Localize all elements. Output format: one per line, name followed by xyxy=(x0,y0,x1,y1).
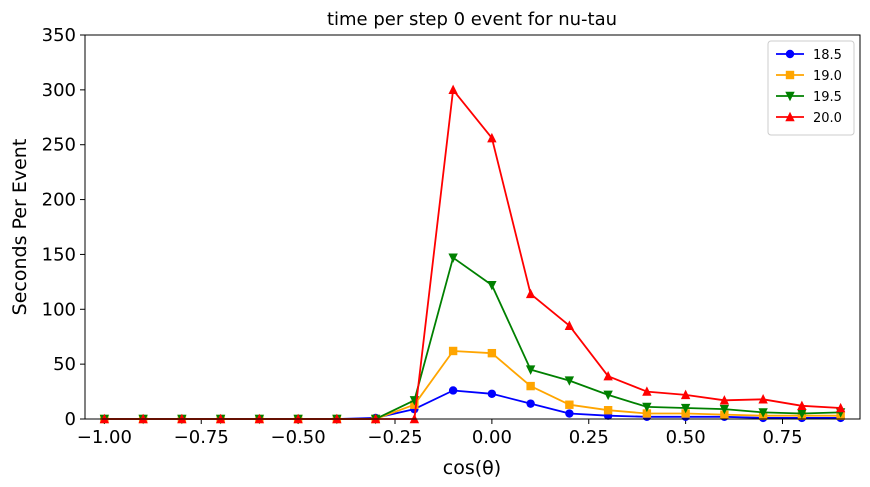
legend-swatch-marker xyxy=(785,111,795,122)
data-point xyxy=(758,408,768,418)
data-point xyxy=(797,409,807,419)
data-point xyxy=(680,389,691,400)
y-tick-label: 150 xyxy=(42,244,76,265)
data-point xyxy=(448,84,458,95)
series-19.5 xyxy=(99,253,846,425)
y-tick-label: 200 xyxy=(42,190,76,211)
data-series xyxy=(99,84,846,425)
data-point xyxy=(719,395,730,405)
y-tick-label: 50 xyxy=(53,354,76,375)
x-tick-label: −0.25 xyxy=(367,427,422,448)
x-tick-label: −1.00 xyxy=(77,427,132,448)
data-point xyxy=(564,320,575,330)
y-tick-label: 350 xyxy=(42,25,76,46)
data-point xyxy=(603,406,613,415)
data-point xyxy=(603,371,613,381)
legend-swatch-marker xyxy=(785,49,795,59)
legend-label: 20.0 xyxy=(813,111,842,126)
legend-swatch-marker xyxy=(785,70,795,80)
data-point xyxy=(526,399,535,408)
data-point xyxy=(797,400,807,411)
data-point xyxy=(565,409,574,418)
legend-label: 19.5 xyxy=(813,90,842,105)
y-tick-label: 300 xyxy=(42,80,76,101)
series-line xyxy=(104,256,841,420)
x-tick-label: 0.75 xyxy=(762,427,802,448)
y-tick-label: 0 xyxy=(65,409,76,430)
plot-frame xyxy=(84,34,861,420)
data-point xyxy=(525,288,536,299)
data-point xyxy=(642,402,652,413)
series-19.0 xyxy=(100,346,845,424)
data-point xyxy=(719,404,730,415)
data-point xyxy=(526,381,535,391)
x-tick-label: −0.75 xyxy=(174,427,229,448)
series-18.5 xyxy=(100,386,845,424)
data-point xyxy=(758,394,768,404)
legend-label: 18.5 xyxy=(813,48,842,63)
data-point xyxy=(642,409,652,418)
x-axis-label: cos(θ) xyxy=(443,457,501,479)
y-tick-label: 250 xyxy=(42,135,76,156)
chart-title: time per step 0 event for nu-tau xyxy=(327,9,617,30)
x-tick-label: 0.00 xyxy=(472,427,512,448)
y-axis-label: Seconds Per Event xyxy=(9,139,31,316)
data-point xyxy=(487,348,497,358)
data-point xyxy=(642,386,652,396)
data-point xyxy=(487,280,497,291)
data-point xyxy=(448,386,458,395)
series-line xyxy=(104,89,841,420)
data-point xyxy=(680,403,691,414)
x-tick-label: 0.25 xyxy=(569,427,609,448)
x-tick-label: 0.50 xyxy=(666,427,706,448)
series-20.0 xyxy=(99,84,846,424)
data-point xyxy=(487,132,497,143)
data-point xyxy=(448,346,458,356)
x-tick-label: −0.50 xyxy=(271,427,326,448)
data-point xyxy=(565,400,574,409)
legend: 18.5 19.0 19.5 20.0 xyxy=(767,40,855,136)
data-point xyxy=(720,410,729,419)
data-point xyxy=(525,365,536,375)
y-tick-label: 100 xyxy=(42,299,76,320)
data-point xyxy=(564,376,575,386)
axis-ticks: −1.00 −0.75 −0.50 −0.25 0.00 0.25 0.50 0.75 0 50 1… xyxy=(42,25,803,448)
data-point xyxy=(835,402,846,413)
legend-label: 19.0 xyxy=(813,69,842,84)
data-point xyxy=(603,390,613,401)
legend-swatch-marker xyxy=(785,91,795,102)
data-point xyxy=(487,389,497,398)
data-point xyxy=(448,253,458,263)
data-point xyxy=(681,409,690,418)
legend-box xyxy=(767,40,855,136)
